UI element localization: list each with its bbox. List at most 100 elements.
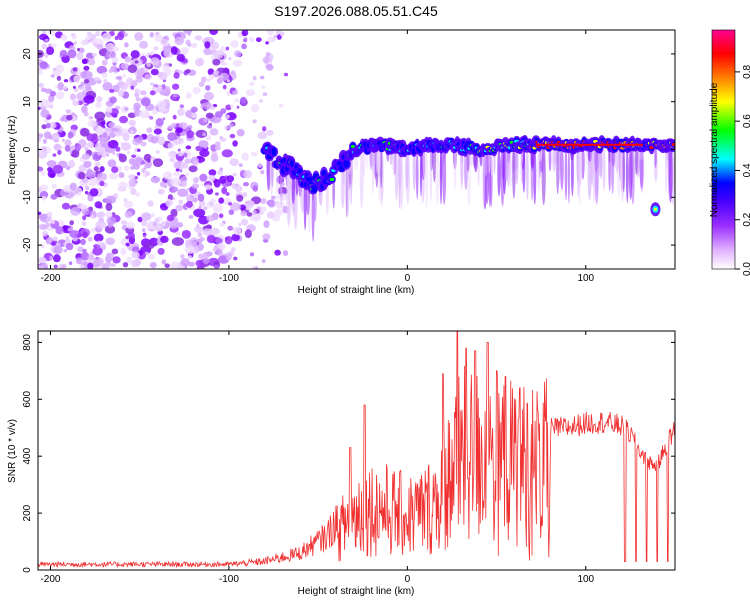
- spectrogram-cell: [278, 103, 284, 108]
- spectrogram-cell: [122, 73, 126, 78]
- spectrogram-cell: [240, 210, 248, 217]
- spectrogram-cell: [44, 222, 50, 227]
- spectrogram-cell: [210, 153, 219, 162]
- spectrogram-y-tick-label: -20: [22, 237, 33, 252]
- spectrogram-cell: [157, 100, 166, 110]
- spectrogram-cell: [668, 144, 673, 203]
- spectrogram-cell: [429, 145, 433, 203]
- spectrogram-cell: [99, 166, 105, 173]
- spectrogram-cell: [80, 127, 90, 137]
- spectrogram-cell: [279, 31, 285, 37]
- spectrogram-cell: [119, 115, 128, 124]
- spectrogram-cell: [244, 200, 255, 208]
- spectrogram-cell: [210, 105, 215, 110]
- spectrogram-cell: [252, 210, 257, 215]
- colorbar-tick-label: 0.6: [742, 114, 750, 128]
- spectrogram-cell: [99, 180, 105, 187]
- spectrogram-cell: [248, 92, 252, 96]
- snr-y-label: SNR (10 * v/v): [7, 419, 18, 483]
- spectrogram-cell: [88, 177, 97, 187]
- spectrogram-cell: [107, 139, 119, 149]
- spectrogram-cell: [96, 130, 103, 136]
- spectrogram-cell: [144, 241, 155, 250]
- spectrogram-cell: [111, 248, 119, 255]
- spectrogram-cell: [262, 233, 271, 241]
- spectrogram-cell: [82, 215, 87, 221]
- spectrogram-cell: [74, 143, 82, 152]
- spectrogram-cell: [55, 64, 65, 73]
- spectrogram-cell: [150, 82, 155, 86]
- spectrogram-cell: [72, 100, 80, 106]
- spectrogram-cell: [81, 105, 88, 114]
- spectrogram-cell: [92, 246, 103, 256]
- spectrogram-cell: [41, 196, 47, 201]
- spectrogram-cell: [230, 202, 241, 211]
- spectrogram-cell: [183, 152, 188, 158]
- spectrogram-cell: [464, 147, 468, 191]
- spectrogram-cell: [236, 194, 244, 202]
- spectrogram-cell: [212, 203, 224, 213]
- spectrogram-cell: [198, 200, 206, 207]
- spectrogram-cell: [193, 208, 206, 218]
- spectrogram-cell: [140, 141, 147, 147]
- spectrogram-cell: [283, 72, 289, 77]
- spectrogram-x-tick-label: -100: [219, 273, 239, 284]
- spectrogram-cell: [219, 72, 230, 81]
- spectrogram-cell: [203, 48, 212, 56]
- spectrogram-cell: [87, 262, 94, 269]
- spectrogram-cell: [229, 123, 235, 128]
- spectrogram-cell: [115, 146, 121, 152]
- spectrogram-cell: [122, 262, 129, 268]
- spectrogram-cell: [70, 207, 81, 216]
- spectrogram-cell: [139, 90, 147, 96]
- colorbar-tick-label: 0.2: [742, 212, 750, 226]
- spectrogram-cell: [203, 206, 208, 210]
- spectrogram-cell: [222, 84, 227, 90]
- snr-x-label: Height of straight line (km): [298, 586, 415, 597]
- spectrogram-cell: [175, 204, 183, 212]
- spectrogram-cell: [206, 235, 216, 244]
- spectrogram-cell: [175, 127, 183, 134]
- spectrogram-cell: [80, 238, 86, 246]
- spectrogram-cell: [190, 194, 195, 199]
- spectrogram-cell: [111, 56, 119, 64]
- spectrogram-cell: [252, 266, 256, 269]
- spectrogram-cell: [244, 229, 252, 239]
- spectrogram-cell: [96, 172, 108, 181]
- spectrogram-cell: [165, 198, 173, 208]
- spectrogram-cell: [101, 59, 108, 66]
- spectrogram-cell: [146, 62, 151, 67]
- spectrogram-cell: [41, 244, 45, 248]
- spectrogram-cell: [105, 50, 116, 59]
- spectrogram-cell: [198, 253, 204, 260]
- spectrogram-cell: [173, 186, 179, 192]
- spectrogram-cell: [267, 199, 276, 208]
- spectrogram-cell: [243, 182, 249, 187]
- spectrogram-cell: [55, 91, 65, 100]
- spectrogram-cell: [127, 232, 135, 239]
- spectrogram-cell: [250, 151, 258, 157]
- spectrogram-cell: [634, 144, 638, 175]
- spectrogram-cell: [274, 208, 284, 216]
- spectrogram-cell: [71, 33, 76, 37]
- spectrogram-cell: [180, 47, 189, 55]
- spectrogram-cell: [225, 114, 230, 119]
- snr-y-tick-label: 200: [22, 504, 33, 521]
- spectrogram-cell: [185, 200, 193, 208]
- spectrogram-cell: [303, 177, 307, 231]
- spectrogram-cells: [38, 30, 675, 269]
- spectrogram-cell: [81, 58, 88, 65]
- spectrogram-cell: [102, 82, 113, 91]
- snr-y-tick-label: 800: [22, 334, 33, 351]
- spectrogram-cell: [153, 46, 159, 51]
- spectrogram-cell: [611, 144, 615, 194]
- spectrogram-cell: [229, 158, 239, 166]
- spectrogram-cell: [39, 33, 48, 41]
- spectrogram-cell: [72, 85, 76, 89]
- spectrogram-cell: [56, 75, 62, 81]
- spectrogram-cell: [214, 144, 221, 151]
- spectrogram-cell: [130, 50, 140, 59]
- spectrogram-cell: [51, 219, 55, 225]
- spectrogram-cell: [57, 149, 62, 155]
- spectrogram-cell: [107, 221, 113, 228]
